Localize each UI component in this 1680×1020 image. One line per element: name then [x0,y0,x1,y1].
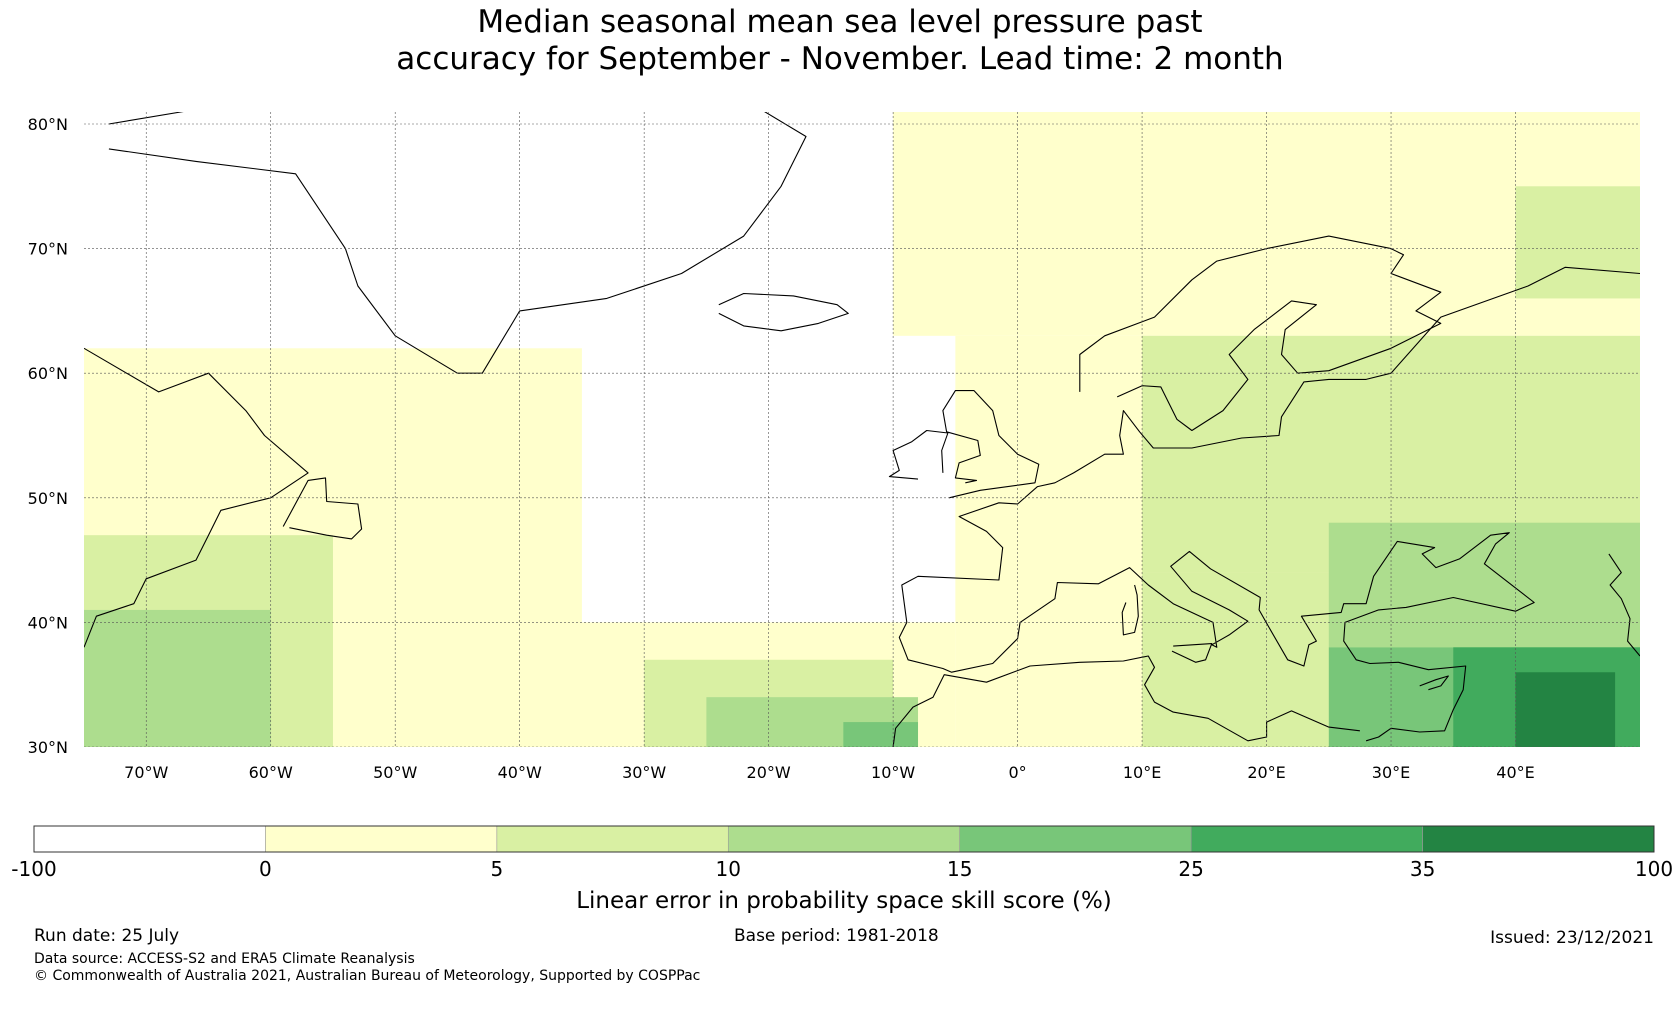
coastline-iceland [718,292,849,332]
coastline-newfoundland [282,477,363,540]
colorbar-swatch [496,825,729,853]
colorbar-tick-label: 35 [1410,857,1435,881]
colorbar-swatch [1190,825,1423,853]
graticule-layer [84,112,1640,747]
coastline-caspian-west [1608,553,1640,657]
coastline-cyprus [1419,675,1449,691]
skill-region-morocco-core [843,722,919,747]
coastline-sicily [1171,643,1213,663]
longitude-tick-label: 50°W [373,763,417,782]
skill-region-barents [1515,186,1640,299]
longitude-tick-label: 20°W [747,763,791,782]
issued-date: Issued: 23/12/2021 [1490,928,1654,948]
colorbar-tick-label: 25 [1178,857,1203,881]
latitude-tick-label: 30°N [28,738,68,757]
longitude-tick-label: 10°W [871,763,915,782]
skill-region-nova-scotia [84,609,271,747]
copyright-notice: © Commonwealth of Australia 2021, Austra… [34,968,701,984]
coastline-europe-mainland [898,266,1640,742]
colorbar-tick-label: 5 [490,857,503,881]
base-period: Base period: 1981-2018 [734,926,939,946]
colorbar-tick-label: 15 [947,857,972,881]
latitude-tick-labels: 80°N 70°N 60°N 50°N 40°N 30°N [28,115,68,757]
coastline-north-america [84,347,309,648]
data-source: Data source: ACCESS-S2 and ERA5 Climate … [34,951,415,967]
colorbar-swatch [959,825,1192,853]
coastline-great-britain [942,390,1040,499]
chart-title-line-1: Median seasonal mean sea level pressure … [477,4,1203,40]
longitude-tick-label: 0° [1009,763,1027,782]
colorbar-swatch [265,825,498,853]
longitude-tick-label: 60°W [249,763,293,782]
colorbar-tick-label: 10 [716,857,741,881]
run-date: Run date: 25 July [34,926,180,946]
latitude-tick-label: 70°N [28,240,68,259]
colorbar-swatch [33,825,266,853]
longitude-tick-labels: 70°W 60°W 50°W 40°W 30°W 20°W 10°W 0° 10°E 20°E 30… [124,763,1535,782]
coastline-corsica-sardinia [1121,584,1139,636]
skill-region-black-sea [1328,522,1640,648]
latitude-tick-label: 40°N [28,613,68,632]
longitude-tick-label: 30°E [1372,763,1410,782]
colorbar-tick-label: 100 [1635,857,1673,881]
coastline-ireland [888,429,949,480]
latitude-tick-label: 80°N [28,115,68,134]
longitude-tick-label: 10°E [1123,763,1161,782]
colorbar-tick-label: 0 [259,857,272,881]
colorbar-swatch [1422,825,1655,853]
latitude-tick-label: 60°N [28,364,68,383]
coastline-greenland [108,112,807,374]
colorbar-title: Linear error in probability space skill … [576,888,1112,914]
longitude-tick-label: 20°E [1247,763,1285,782]
colorbar-frame [33,825,1655,853]
coastline-north-africa [892,655,1360,747]
longitude-tick-label: 40°E [1496,763,1534,782]
colorbar: -100 0 5 10 15 25 35 100 Linear error in probab… [11,825,1673,914]
longitude-tick-label: 40°W [498,763,542,782]
skill-region-syria-iraq [1515,672,1616,747]
colorbar-swatch [727,825,961,853]
colorbar-tick-label: -100 [11,857,56,881]
longitude-tick-label: 30°W [622,763,666,782]
colorbar-swatches [33,825,1655,853]
chart-title-line-2: accuracy for September - November. Lead … [396,41,1284,77]
longitude-tick-label: 70°W [124,763,168,782]
coastline-scandinavia [1079,235,1442,432]
colorbar-tick-labels: -100 0 5 10 15 25 35 100 [11,857,1673,881]
chart-title: Median seasonal mean sea level pressure … [0,4,1680,78]
latitude-tick-label: 50°N [28,489,68,508]
